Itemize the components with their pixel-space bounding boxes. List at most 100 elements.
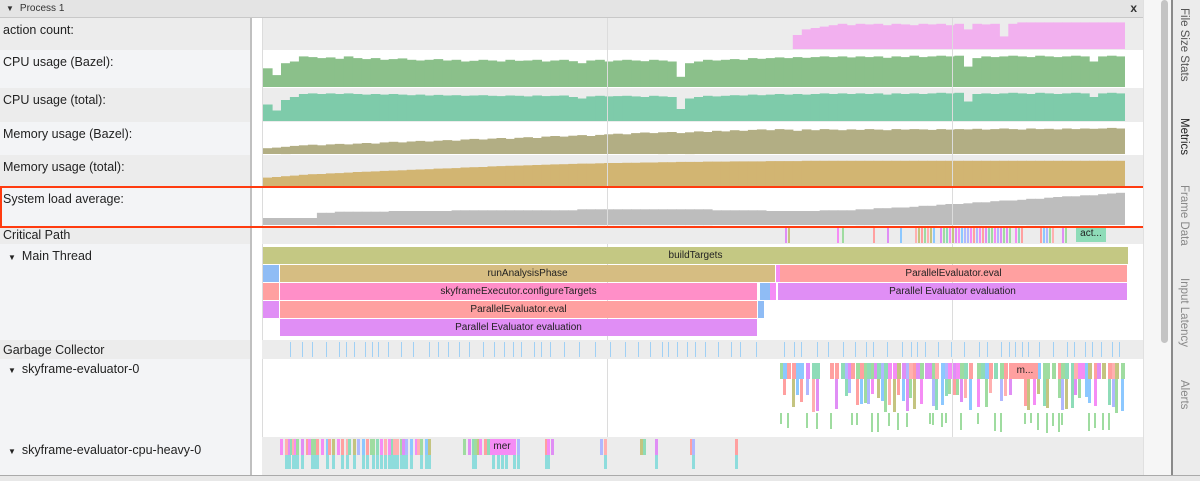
slice[interactable] bbox=[796, 379, 799, 395]
slice[interactable] bbox=[760, 283, 770, 300]
slice[interactable] bbox=[945, 379, 948, 396]
gc-tick[interactable] bbox=[677, 342, 678, 357]
slice[interactable] bbox=[545, 455, 548, 469]
slice[interactable] bbox=[887, 226, 889, 243]
slice[interactable] bbox=[1121, 363, 1125, 379]
gc-tick[interactable] bbox=[494, 342, 495, 357]
slice[interactable] bbox=[1115, 379, 1118, 413]
gc-tick[interactable] bbox=[638, 342, 639, 357]
slice[interactable] bbox=[472, 439, 475, 455]
slice[interactable] bbox=[989, 363, 993, 379]
slice[interactable] bbox=[288, 439, 291, 455]
slice[interactable] bbox=[856, 413, 858, 425]
slice[interactable] bbox=[316, 439, 319, 455]
slice[interactable] bbox=[1074, 379, 1077, 396]
slice[interactable] bbox=[783, 379, 786, 395]
slice[interactable] bbox=[428, 455, 431, 469]
slice[interactable] bbox=[346, 455, 349, 469]
gc-tick[interactable] bbox=[784, 342, 785, 357]
slice[interactable] bbox=[405, 439, 408, 455]
slice-buildTargets[interactable]: buildTargets bbox=[263, 247, 1128, 264]
slice[interactable] bbox=[806, 379, 809, 396]
counter-chart[interactable] bbox=[263, 88, 1125, 122]
gc-tick[interactable] bbox=[1022, 342, 1023, 357]
slice[interactable] bbox=[960, 379, 963, 403]
slice[interactable] bbox=[932, 363, 936, 379]
gc-tick[interactable] bbox=[326, 342, 327, 357]
slice[interactable] bbox=[1000, 379, 1003, 401]
slice[interactable] bbox=[985, 363, 989, 379]
gc-tick[interactable] bbox=[925, 342, 926, 357]
slice[interactable] bbox=[884, 379, 887, 413]
slice[interactable] bbox=[1015, 226, 1017, 243]
slice[interactable] bbox=[1061, 413, 1063, 426]
slice[interactable] bbox=[830, 413, 832, 429]
slice[interactable] bbox=[1046, 226, 1048, 243]
gc-tick[interactable] bbox=[843, 342, 844, 357]
gc-tick[interactable] bbox=[705, 342, 706, 357]
slice[interactable] bbox=[780, 413, 782, 425]
slice[interactable] bbox=[1021, 226, 1023, 243]
slice[interactable] bbox=[410, 439, 413, 455]
slice[interactable] bbox=[313, 439, 316, 455]
slice[interactable] bbox=[985, 226, 987, 243]
gc-tick[interactable] bbox=[469, 342, 470, 357]
slice[interactable] bbox=[1000, 363, 1004, 379]
slice[interactable] bbox=[600, 439, 603, 455]
slice[interactable] bbox=[929, 363, 933, 379]
slice-ParallelEvaluator-eval[interactable]: ParallelEvaluator.eval bbox=[280, 301, 757, 318]
slice[interactable] bbox=[1065, 379, 1068, 410]
slice[interactable] bbox=[841, 363, 845, 379]
slice[interactable] bbox=[294, 455, 297, 469]
slice[interactable] bbox=[296, 455, 299, 469]
slice[interactable] bbox=[417, 439, 420, 455]
slice[interactable] bbox=[484, 439, 487, 455]
tab-alerts[interactable]: Alerts bbox=[1178, 380, 1190, 410]
slice[interactable] bbox=[288, 455, 291, 469]
gc-tick[interactable] bbox=[887, 342, 888, 357]
slice[interactable] bbox=[929, 413, 931, 424]
slice[interactable] bbox=[316, 455, 319, 469]
slice[interactable] bbox=[842, 226, 844, 243]
gc-tick[interactable] bbox=[964, 342, 965, 357]
slice[interactable] bbox=[391, 439, 394, 455]
slice[interactable] bbox=[1102, 363, 1106, 379]
slice[interactable] bbox=[816, 413, 818, 430]
slice[interactable] bbox=[292, 455, 295, 469]
slice[interactable] bbox=[1097, 363, 1101, 379]
slice[interactable] bbox=[994, 363, 998, 379]
slice[interactable] bbox=[1004, 363, 1008, 379]
slice[interactable] bbox=[997, 226, 999, 243]
slice[interactable] bbox=[867, 379, 870, 405]
slice[interactable] bbox=[780, 363, 784, 379]
slice[interactable] bbox=[970, 226, 972, 243]
slice[interactable] bbox=[897, 363, 901, 379]
gc-tick[interactable] bbox=[413, 342, 414, 357]
slice[interactable] bbox=[848, 379, 851, 394]
slice[interactable] bbox=[945, 413, 947, 424]
slice[interactable] bbox=[1094, 379, 1097, 406]
slice[interactable] bbox=[941, 413, 943, 427]
collapse-triangle-icon[interactable]: ▼ bbox=[6, 4, 14, 13]
slice[interactable] bbox=[991, 226, 993, 243]
slice[interactable] bbox=[505, 455, 508, 469]
slice[interactable] bbox=[932, 379, 935, 407]
collapse-triangle-icon[interactable]: ▼ bbox=[8, 366, 16, 375]
slice[interactable] bbox=[384, 439, 387, 455]
slice[interactable] bbox=[370, 439, 373, 455]
slice[interactable] bbox=[353, 439, 356, 455]
slice[interactable] bbox=[1108, 379, 1111, 405]
slice[interactable] bbox=[1043, 379, 1046, 407]
slice[interactable] bbox=[1108, 413, 1110, 431]
gc-tick[interactable] bbox=[1028, 342, 1029, 357]
slice[interactable] bbox=[643, 439, 646, 455]
slice[interactable] bbox=[326, 439, 329, 455]
slice[interactable] bbox=[1074, 363, 1078, 379]
slice[interactable] bbox=[932, 413, 934, 425]
slice[interactable] bbox=[1046, 413, 1048, 433]
slice[interactable] bbox=[346, 439, 349, 455]
slice[interactable] bbox=[1088, 363, 1092, 379]
slice[interactable] bbox=[816, 379, 819, 412]
slice[interactable] bbox=[547, 439, 550, 455]
slice[interactable] bbox=[400, 439, 403, 455]
